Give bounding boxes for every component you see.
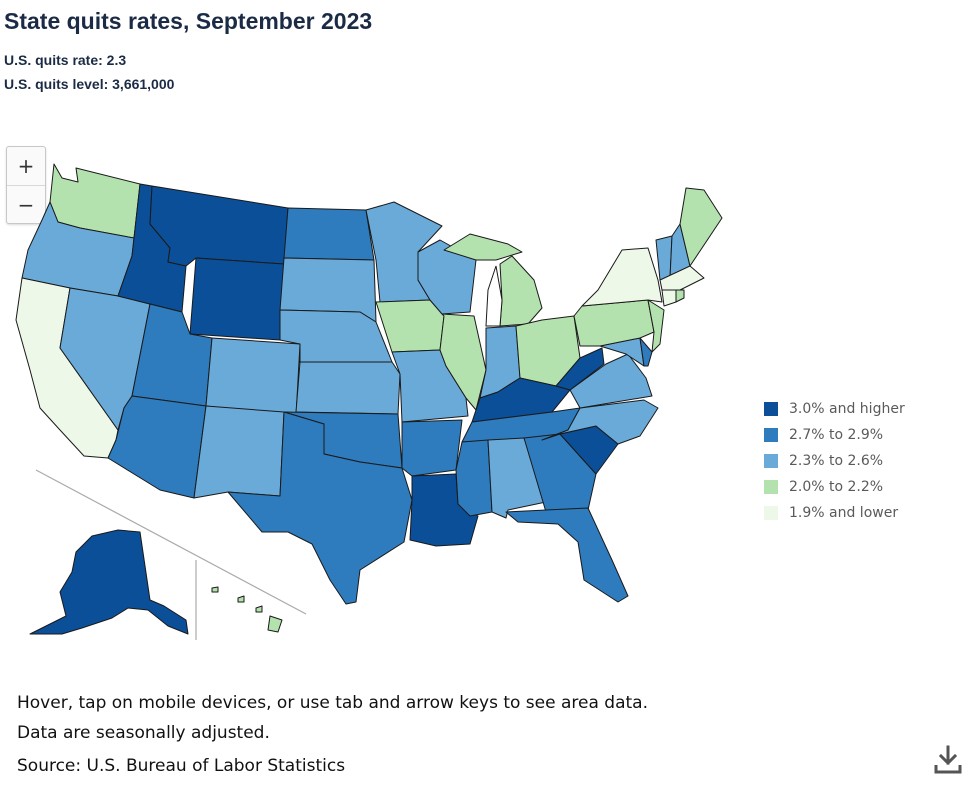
legend-swatch (764, 454, 778, 468)
zoom-in-button[interactable]: + (7, 147, 45, 185)
state-hawaii-oahu[interactable] (237, 595, 245, 603)
legend-swatch (764, 402, 778, 416)
seasonal-note: Data are seasonally adjusted. (17, 723, 270, 743)
hover-instructions: Hover, tap on mobile devices, or use tab… (17, 693, 648, 713)
legend-item[interactable]: 1.9% and lower (764, 500, 905, 526)
legend-item[interactable]: 3.0% and higher (764, 396, 905, 422)
state-pennsylvania[interactable] (573, 299, 655, 347)
legend-item[interactable]: 2.7% to 2.9% (764, 422, 905, 448)
state-wyoming[interactable] (189, 257, 285, 341)
state-north-carolina[interactable] (541, 399, 659, 445)
us-quits-rate: U.S. quits rate: 2.3 (4, 52, 127, 68)
legend-item[interactable]: 2.0% to 2.2% (764, 474, 905, 500)
map-legend: 3.0% and higher 2.7% to 2.9% 2.3% to 2.6… (764, 396, 905, 526)
state-west-virginia[interactable] (555, 347, 605, 391)
state-kansas[interactable] (295, 361, 401, 415)
state-hawaii-big[interactable] (267, 615, 283, 633)
state-georgia[interactable] (523, 433, 597, 513)
state-michigan-upper[interactable] (443, 233, 523, 261)
state-michigan[interactable] (499, 255, 543, 327)
state-montana[interactable] (149, 185, 289, 267)
legend-swatch (764, 428, 778, 442)
state-connecticut[interactable] (661, 289, 677, 307)
legend-swatch (764, 480, 778, 494)
state-hawaii-kauai[interactable] (211, 586, 219, 593)
state-alaska[interactable] (29, 529, 189, 635)
state-mississippi[interactable] (455, 439, 493, 517)
legend-swatch (764, 506, 778, 520)
legend-label: 3.0% and higher (789, 401, 905, 417)
zoom-control: + − (6, 146, 46, 224)
lake-michigan (485, 265, 503, 327)
state-vermont[interactable] (655, 235, 673, 281)
state-new-mexico[interactable] (193, 405, 285, 499)
legend-label: 2.0% to 2.2% (789, 479, 884, 495)
state-colorado[interactable] (205, 337, 301, 417)
state-delaware[interactable] (639, 337, 653, 367)
state-virginia[interactable] (569, 353, 653, 409)
state-north-dakota[interactable] (283, 207, 375, 261)
state-wisconsin[interactable] (417, 239, 477, 315)
us-states-map[interactable] (0, 140, 740, 650)
legend-item[interactable]: 2.3% to 2.6% (764, 448, 905, 474)
state-florida[interactable] (505, 507, 629, 603)
state-arizona[interactable] (107, 395, 207, 499)
state-illinois[interactable] (439, 313, 487, 411)
state-new-york[interactable] (581, 247, 663, 307)
state-rhode-island[interactable] (675, 289, 685, 303)
map-notes: Hover, tap on mobile devices, or use tab… (17, 688, 648, 781)
state-arkansas[interactable] (401, 419, 463, 477)
state-iowa[interactable] (375, 299, 445, 353)
download-icon[interactable] (932, 744, 964, 776)
state-hawaii-maui[interactable] (255, 605, 263, 613)
us-quits-level: U.S. quits level: 3,661,000 (4, 76, 175, 92)
state-maine[interactable] (679, 187, 723, 267)
legend-label: 2.3% to 2.6% (789, 453, 884, 469)
legend-label: 2.7% to 2.9% (789, 427, 884, 443)
page-title: State quits rates, September 2023 (4, 8, 373, 34)
zoom-out-button[interactable]: − (7, 185, 45, 223)
legend-label: 1.9% and lower (789, 505, 899, 521)
state-texas[interactable] (227, 411, 413, 605)
state-new-jersey[interactable] (647, 299, 665, 353)
source-note: Source: U.S. Bureau of Labor Statistics (17, 756, 346, 776)
state-massachusetts[interactable] (659, 265, 705, 291)
inset-divider-alaska (35, 469, 307, 615)
